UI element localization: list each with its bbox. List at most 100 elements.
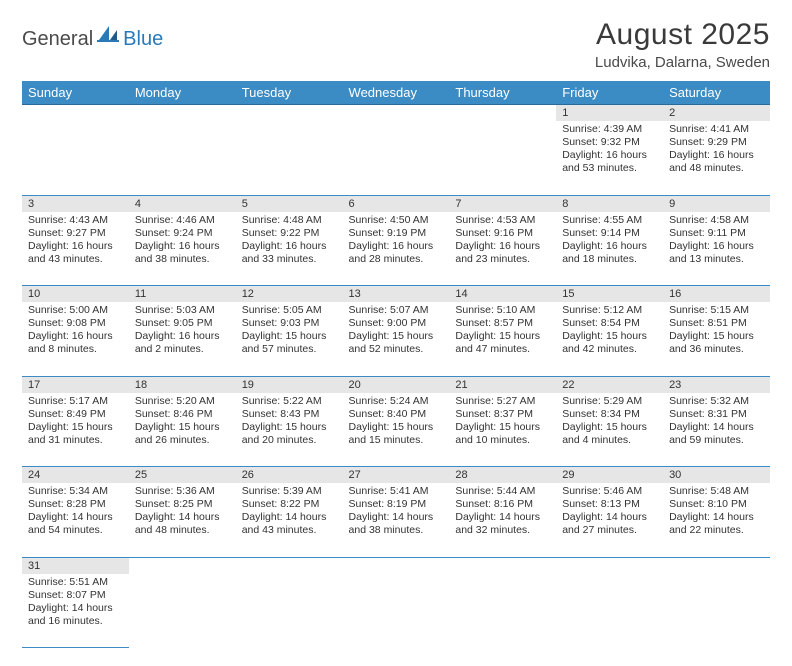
day-content-cell: Sunrise: 5:46 AMSunset: 8:13 PMDaylight:… [556, 483, 663, 557]
daylight-text: Daylight: 15 hours and 42 minutes. [562, 330, 657, 356]
daylight-text: Daylight: 15 hours and 31 minutes. [28, 421, 123, 447]
day-content-cell [449, 121, 556, 195]
daylight-text: Daylight: 14 hours and 16 minutes. [28, 602, 123, 628]
day-number-cell [663, 557, 770, 574]
weekday-header: Thursday [449, 81, 556, 105]
daylight-text: Daylight: 16 hours and 13 minutes. [669, 240, 764, 266]
day-content-cell: Sunrise: 4:46 AMSunset: 9:24 PMDaylight:… [129, 212, 236, 286]
daylight-text: Daylight: 14 hours and 54 minutes. [28, 511, 123, 537]
content-row: Sunrise: 4:39 AMSunset: 9:32 PMDaylight:… [22, 121, 770, 195]
sunset-text: Sunset: 9:22 PM [242, 227, 337, 240]
sunrise-text: Sunrise: 4:48 AM [242, 214, 337, 227]
day-content-cell: Sunrise: 5:41 AMSunset: 8:19 PMDaylight:… [343, 483, 450, 557]
sunset-text: Sunset: 8:37 PM [455, 408, 550, 421]
daylight-text: Daylight: 15 hours and 47 minutes. [455, 330, 550, 356]
sunset-text: Sunset: 9:08 PM [28, 317, 123, 330]
day-content-cell: Sunrise: 5:24 AMSunset: 8:40 PMDaylight:… [343, 393, 450, 467]
day-content-cell: Sunrise: 5:34 AMSunset: 8:28 PMDaylight:… [22, 483, 129, 557]
sunrise-text: Sunrise: 5:34 AM [28, 485, 123, 498]
day-content-cell [236, 121, 343, 195]
day-number-cell: 11 [129, 286, 236, 303]
day-number-cell [343, 105, 450, 122]
day-content-cell: Sunrise: 5:00 AMSunset: 9:08 PMDaylight:… [22, 302, 129, 376]
daylight-text: Daylight: 16 hours and 43 minutes. [28, 240, 123, 266]
sunrise-text: Sunrise: 5:05 AM [242, 304, 337, 317]
day-content-cell [129, 574, 236, 648]
day-content-cell: Sunrise: 5:22 AMSunset: 8:43 PMDaylight:… [236, 393, 343, 467]
content-row: Sunrise: 5:34 AMSunset: 8:28 PMDaylight:… [22, 483, 770, 557]
sunset-text: Sunset: 8:54 PM [562, 317, 657, 330]
day-number-cell: 7 [449, 195, 556, 212]
day-content-cell: Sunrise: 5:20 AMSunset: 8:46 PMDaylight:… [129, 393, 236, 467]
day-content-cell: Sunrise: 5:48 AMSunset: 8:10 PMDaylight:… [663, 483, 770, 557]
sunset-text: Sunset: 9:14 PM [562, 227, 657, 240]
sunrise-text: Sunrise: 5:17 AM [28, 395, 123, 408]
content-row: Sunrise: 5:00 AMSunset: 9:08 PMDaylight:… [22, 302, 770, 376]
day-number-cell: 31 [22, 557, 129, 574]
sunrise-text: Sunrise: 4:46 AM [135, 214, 230, 227]
day-number-cell: 12 [236, 286, 343, 303]
day-content-cell: Sunrise: 5:07 AMSunset: 9:00 PMDaylight:… [343, 302, 450, 376]
day-number-cell: 5 [236, 195, 343, 212]
sunset-text: Sunset: 8:07 PM [28, 589, 123, 602]
logo-sail-icon [97, 24, 121, 47]
day-number-cell: 2 [663, 105, 770, 122]
sunrise-text: Sunrise: 5:39 AM [242, 485, 337, 498]
sunrise-text: Sunrise: 5:20 AM [135, 395, 230, 408]
weekday-header: Monday [129, 81, 236, 105]
day-content-cell: Sunrise: 5:36 AMSunset: 8:25 PMDaylight:… [129, 483, 236, 557]
day-content-cell: Sunrise: 4:43 AMSunset: 9:27 PMDaylight:… [22, 212, 129, 286]
day-number-cell [22, 105, 129, 122]
sunset-text: Sunset: 9:00 PM [349, 317, 444, 330]
daylight-text: Daylight: 14 hours and 38 minutes. [349, 511, 444, 537]
sunset-text: Sunset: 8:13 PM [562, 498, 657, 511]
sunset-text: Sunset: 9:24 PM [135, 227, 230, 240]
day-number-cell [236, 105, 343, 122]
sunset-text: Sunset: 8:40 PM [349, 408, 444, 421]
day-number-cell: 14 [449, 286, 556, 303]
sunset-text: Sunset: 8:43 PM [242, 408, 337, 421]
weekday-header: Wednesday [343, 81, 450, 105]
sunset-text: Sunset: 9:11 PM [669, 227, 764, 240]
daylight-text: Daylight: 16 hours and 18 minutes. [562, 240, 657, 266]
sunrise-text: Sunrise: 4:41 AM [669, 123, 764, 136]
day-content-cell [343, 121, 450, 195]
sunrise-text: Sunrise: 4:50 AM [349, 214, 444, 227]
day-number-cell: 30 [663, 467, 770, 484]
day-number-cell [556, 557, 663, 574]
day-content-cell: Sunrise: 4:50 AMSunset: 9:19 PMDaylight:… [343, 212, 450, 286]
day-number-cell: 8 [556, 195, 663, 212]
sunrise-text: Sunrise: 4:39 AM [562, 123, 657, 136]
sunset-text: Sunset: 8:28 PM [28, 498, 123, 511]
day-content-cell: Sunrise: 5:44 AMSunset: 8:16 PMDaylight:… [449, 483, 556, 557]
day-number-cell: 15 [556, 286, 663, 303]
calendar-table: SundayMondayTuesdayWednesdayThursdayFrid… [22, 81, 770, 648]
sunrise-text: Sunrise: 4:43 AM [28, 214, 123, 227]
day-content-cell: Sunrise: 5:10 AMSunset: 8:57 PMDaylight:… [449, 302, 556, 376]
daylight-text: Daylight: 16 hours and 38 minutes. [135, 240, 230, 266]
daylight-text: Daylight: 14 hours and 48 minutes. [135, 511, 230, 537]
daylight-text: Daylight: 15 hours and 20 minutes. [242, 421, 337, 447]
day-number-cell [129, 557, 236, 574]
sunset-text: Sunset: 9:29 PM [669, 136, 764, 149]
daylight-text: Daylight: 14 hours and 32 minutes. [455, 511, 550, 537]
day-content-cell: Sunrise: 5:17 AMSunset: 8:49 PMDaylight:… [22, 393, 129, 467]
day-number-cell [236, 557, 343, 574]
day-content-cell [22, 121, 129, 195]
sunrise-text: Sunrise: 5:51 AM [28, 576, 123, 589]
page-header: General Blue August 2025 Ludvika, Dalarn… [22, 18, 770, 71]
daylight-text: Daylight: 15 hours and 52 minutes. [349, 330, 444, 356]
daylight-text: Daylight: 15 hours and 10 minutes. [455, 421, 550, 447]
daynum-row: 17181920212223 [22, 376, 770, 393]
daylight-text: Daylight: 16 hours and 28 minutes. [349, 240, 444, 266]
daylight-text: Daylight: 15 hours and 15 minutes. [349, 421, 444, 447]
sunset-text: Sunset: 9:32 PM [562, 136, 657, 149]
daynum-row: 10111213141516 [22, 286, 770, 303]
sunset-text: Sunset: 9:16 PM [455, 227, 550, 240]
daynum-row: 3456789 [22, 195, 770, 212]
daylight-text: Daylight: 16 hours and 53 minutes. [562, 149, 657, 175]
day-content-cell: Sunrise: 5:03 AMSunset: 9:05 PMDaylight:… [129, 302, 236, 376]
daynum-row: 31 [22, 557, 770, 574]
day-number-cell: 25 [129, 467, 236, 484]
day-content-cell: Sunrise: 5:29 AMSunset: 8:34 PMDaylight:… [556, 393, 663, 467]
